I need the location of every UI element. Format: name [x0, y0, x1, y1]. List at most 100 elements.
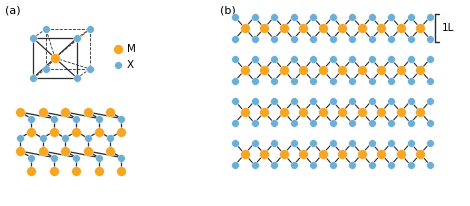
Point [39, 136, 46, 140]
Point [16, 110, 24, 114]
Point [251, 79, 258, 83]
Point [231, 141, 239, 145]
Text: (a): (a) [5, 5, 21, 15]
Point [368, 121, 375, 125]
Point [280, 110, 288, 114]
Point [39, 149, 46, 153]
Text: M: M [127, 44, 136, 54]
Point [270, 15, 278, 19]
Point [329, 141, 336, 145]
Point [309, 99, 317, 103]
Point [407, 37, 414, 41]
Point [309, 79, 317, 83]
Point [338, 26, 346, 30]
Point [387, 15, 395, 19]
Point [290, 57, 297, 61]
Point [348, 57, 356, 61]
Point [231, 121, 239, 125]
Text: X: X [127, 60, 134, 70]
Point [309, 37, 317, 41]
Point [368, 37, 375, 41]
Point [338, 68, 346, 72]
Point [368, 163, 375, 167]
Point [319, 110, 327, 114]
Point [51, 56, 59, 60]
Point [348, 15, 356, 19]
Point [348, 37, 356, 41]
Point [231, 57, 239, 61]
Point [329, 163, 336, 167]
Point [260, 152, 268, 156]
Text: 1L: 1L [442, 23, 454, 33]
Point [50, 156, 57, 159]
Point [348, 141, 356, 145]
Point [387, 141, 395, 145]
Point [377, 110, 385, 114]
Point [387, 99, 395, 103]
Point [270, 37, 278, 41]
Point [270, 121, 278, 125]
Point [416, 68, 424, 72]
Point [118, 130, 125, 133]
Point [84, 110, 91, 114]
Point [50, 117, 57, 120]
Point [426, 163, 434, 167]
Point [231, 15, 239, 19]
Point [241, 152, 249, 156]
Point [358, 152, 366, 156]
Point [260, 68, 268, 72]
Point [270, 57, 278, 61]
Point [348, 99, 356, 103]
Point [95, 130, 102, 133]
Point [309, 57, 317, 61]
Point [28, 156, 35, 159]
Point [407, 15, 414, 19]
Point [290, 37, 297, 41]
Point [290, 79, 297, 83]
Point [29, 76, 37, 80]
Point [118, 169, 125, 172]
Text: (b): (b) [220, 5, 236, 15]
Point [397, 152, 405, 156]
Point [50, 130, 57, 133]
Point [387, 57, 395, 61]
Point [348, 79, 356, 83]
Point [86, 67, 94, 71]
Point [299, 152, 307, 156]
Point [309, 141, 317, 145]
Point [231, 99, 239, 103]
Point [106, 136, 114, 140]
Point [329, 121, 336, 125]
Point [309, 15, 317, 19]
Point [39, 110, 46, 114]
Point [299, 68, 307, 72]
Point [251, 15, 258, 19]
Point [397, 26, 405, 30]
Point [42, 27, 50, 31]
Point [426, 37, 434, 41]
Point [319, 152, 327, 156]
Point [73, 76, 81, 80]
Point [118, 117, 125, 120]
Point [377, 68, 385, 72]
Point [329, 15, 336, 19]
Point [407, 57, 414, 61]
Point [426, 15, 434, 19]
Point [29, 36, 37, 40]
Point [416, 110, 424, 114]
Point [86, 27, 94, 31]
Point [270, 99, 278, 103]
Point [338, 152, 346, 156]
Point [290, 15, 297, 19]
Point [348, 121, 356, 125]
Point [387, 163, 395, 167]
Point [309, 163, 317, 167]
Point [387, 37, 395, 41]
Point [280, 68, 288, 72]
Point [61, 149, 69, 153]
Point [358, 26, 366, 30]
Point [28, 169, 35, 172]
Point [241, 110, 249, 114]
Point [407, 121, 414, 125]
Point [309, 121, 317, 125]
